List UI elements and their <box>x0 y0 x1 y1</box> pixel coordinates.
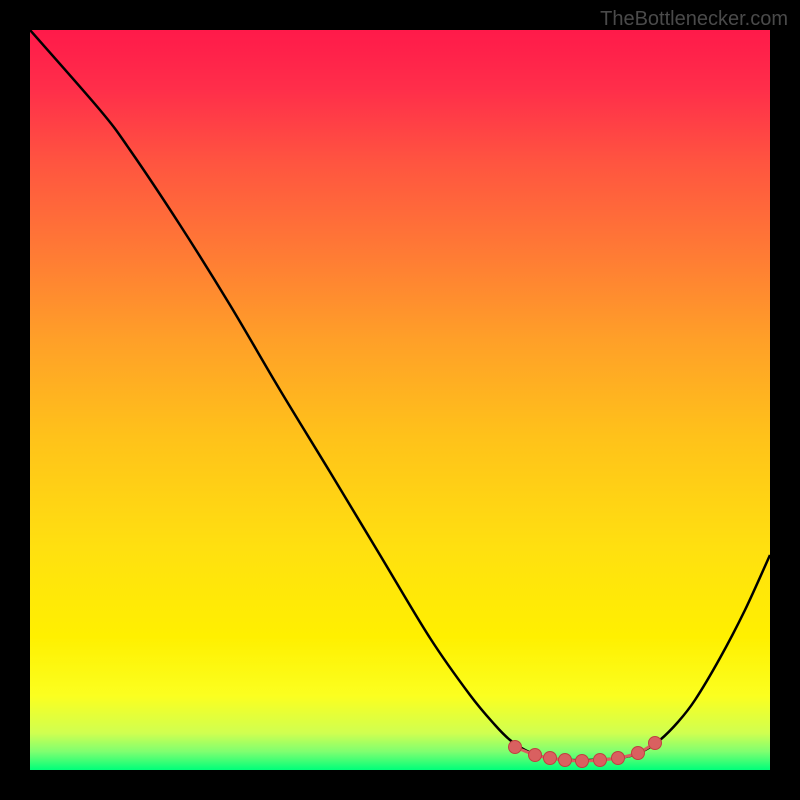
chart-svg <box>30 30 770 770</box>
curve-marker <box>509 741 522 754</box>
curve-marker <box>576 755 589 768</box>
curve-marker <box>632 747 645 760</box>
curve-marker <box>594 754 607 767</box>
curve-markers <box>509 737 662 768</box>
curve-marker <box>529 749 542 762</box>
curve-marker <box>612 752 625 765</box>
watermark-text: TheBottlenecker.com <box>600 8 788 31</box>
curve-marker <box>649 737 662 750</box>
curve-marker <box>559 754 572 767</box>
curve-marker <box>544 752 557 765</box>
bottleneck-curve <box>30 30 770 760</box>
chart-plot-area <box>30 30 770 770</box>
